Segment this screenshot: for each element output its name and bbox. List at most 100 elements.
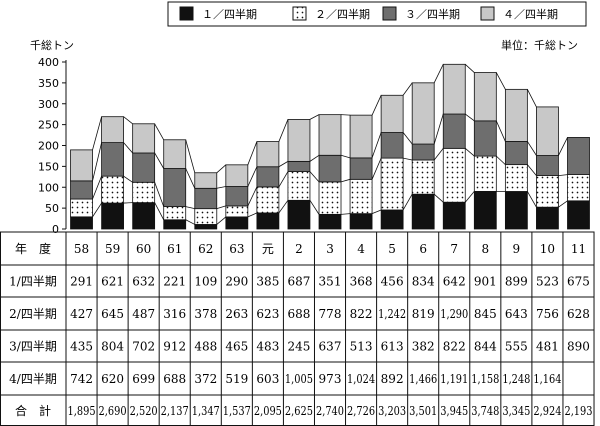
table-cell: 3,945: [440, 404, 468, 418]
y-tick-label: 100: [38, 181, 59, 194]
connector-line: [309, 171, 320, 183]
bar-segment: [567, 200, 590, 230]
bar-segment: [287, 171, 311, 201]
table-cell: 702: [132, 340, 155, 354]
table-year-header: 3: [326, 242, 334, 256]
table-cell: 628: [567, 307, 590, 321]
bar-segment: [194, 224, 218, 230]
table-cell: 742: [70, 372, 93, 386]
table-row-label: 2/四半期: [9, 307, 57, 321]
legend-swatch: [382, 6, 397, 21]
table-cell: 688: [287, 307, 310, 321]
connector-line: [247, 166, 258, 187]
bar-segment: [411, 82, 435, 145]
y-tick-label: 300: [38, 98, 59, 111]
bar-segment: [504, 191, 528, 230]
table-cell: 603: [256, 372, 279, 386]
table-cell: 613: [381, 340, 404, 354]
connector-line: [309, 114, 320, 120]
connector-line: [185, 139, 196, 173]
bar-segment: [70, 198, 93, 218]
bar-segment: [132, 123, 156, 154]
table-row-label: 1/四半期: [9, 275, 57, 289]
connector-line: [527, 141, 537, 156]
table-cell: 109: [194, 275, 217, 289]
connector-line: [433, 64, 444, 84]
connector-line: [216, 205, 226, 210]
table-cell: 1,191: [440, 372, 468, 386]
connector-line: [464, 191, 475, 203]
connector-line: [154, 152, 165, 169]
bar-segment: [318, 114, 342, 156]
table-year-header: 10: [540, 242, 555, 256]
connector-line: [464, 64, 475, 73]
table-cell: 456: [381, 275, 404, 289]
table-cell: 845: [474, 307, 497, 321]
table-year-header: 9: [513, 242, 521, 256]
bar-segment: [287, 199, 311, 230]
connector-line: [216, 186, 226, 189]
bar-segment: [101, 142, 124, 177]
connector-line: [154, 123, 165, 140]
table-cell: 632: [132, 275, 155, 289]
connector-line: [154, 182, 165, 207]
y-tick-label: 250: [38, 119, 59, 132]
table-cell: 435: [70, 340, 93, 354]
connector-line: [247, 186, 258, 207]
table-cell: 290: [225, 275, 248, 289]
table-cell: 2,520: [130, 404, 158, 418]
bar-segment: [101, 175, 124, 204]
table-cell: 687: [287, 275, 310, 289]
bar-segment: [132, 181, 156, 204]
table-cell: 2,690: [99, 404, 127, 418]
table-cell: 3,748: [471, 404, 499, 418]
connector-line: [495, 120, 506, 142]
connector-line: [558, 137, 568, 156]
table-cell: 368: [350, 275, 373, 289]
bar-segment: [225, 186, 249, 207]
table-cell: 488: [194, 340, 217, 354]
bar-segment: [256, 186, 280, 214]
table-cell: 1,537: [223, 404, 251, 418]
connector-line: [402, 193, 413, 211]
bar-segment: [318, 154, 342, 183]
bars: [70, 63, 590, 230]
connector-line: [340, 114, 351, 116]
bar-segment: [70, 180, 93, 200]
table-cell: 688: [163, 372, 186, 386]
bar-segment: [380, 157, 404, 211]
table-year-header: 元: [262, 242, 274, 256]
bar-segment: [380, 209, 404, 230]
table-cell: 819: [412, 307, 435, 321]
table-cell: 621: [101, 275, 124, 289]
table-cell: 645: [101, 307, 124, 321]
table-cell: 1,158: [471, 372, 499, 386]
table-cell: 822: [443, 340, 466, 354]
table-cell: 3,345: [502, 404, 530, 418]
connector-line: [402, 82, 413, 96]
bar-segment: [194, 187, 218, 210]
table-year-header: 11: [571, 242, 586, 256]
connector-line: [527, 191, 537, 208]
table-year-header: 61: [167, 242, 182, 256]
table-cell: 1,290: [440, 307, 468, 321]
table-cell: 316: [163, 307, 186, 321]
bar-segment: [442, 147, 466, 203]
bar-segment: [70, 216, 93, 230]
table-cell: 642: [443, 275, 466, 289]
bar-segment: [504, 141, 528, 166]
table-cell: 912: [163, 340, 186, 354]
table-cell: 623: [256, 307, 279, 321]
table-year-header: 59: [105, 242, 120, 256]
table-cell: 519: [225, 372, 248, 386]
connector-line: [464, 148, 475, 157]
table-cell: 844: [474, 340, 497, 354]
connector-line: [278, 119, 289, 142]
bar-segment: [318, 213, 342, 230]
table-cell: 899: [505, 275, 528, 289]
connector-line: [185, 219, 195, 225]
table-year-header: 4: [357, 242, 365, 256]
table-cell: 465: [225, 340, 248, 354]
bar-segment: [194, 208, 218, 225]
connector-line: [495, 72, 506, 90]
